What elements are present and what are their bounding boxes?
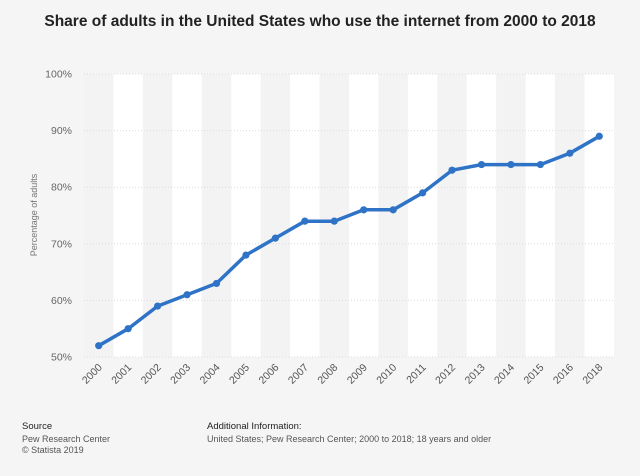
x-tick-label: 2009 bbox=[345, 362, 370, 387]
data-point bbox=[301, 217, 309, 225]
column-band bbox=[349, 74, 379, 357]
y-tick-label: 90% bbox=[51, 125, 72, 137]
x-tick-label: 2007 bbox=[286, 362, 311, 387]
column-band bbox=[437, 74, 467, 357]
column-band bbox=[407, 74, 438, 357]
data-point bbox=[448, 166, 456, 174]
column-band bbox=[113, 74, 143, 357]
x-tick-label: 2004 bbox=[198, 362, 223, 387]
x-tick-label: 2008 bbox=[315, 362, 340, 387]
data-point bbox=[566, 149, 574, 157]
column-band bbox=[496, 74, 526, 357]
x-tick-label: 2015 bbox=[522, 362, 547, 387]
source-heading: Source bbox=[22, 421, 53, 432]
y-tick-label: 50% bbox=[51, 352, 72, 364]
data-point bbox=[360, 206, 368, 214]
x-tick-label: 2018 bbox=[580, 362, 605, 387]
data-point bbox=[242, 251, 250, 259]
gridlines bbox=[84, 73, 614, 358]
x-tick-label: 2005 bbox=[227, 362, 252, 387]
column-band bbox=[84, 74, 114, 357]
column-bands bbox=[84, 74, 614, 357]
y-tick-label: 60% bbox=[51, 295, 72, 307]
column-band bbox=[378, 74, 408, 357]
y-tick-label: 80% bbox=[51, 182, 72, 194]
x-tick-label: 2003 bbox=[168, 362, 193, 387]
additional-info-block: Additional Information: United States; P… bbox=[207, 421, 491, 445]
data-point bbox=[477, 160, 486, 169]
column-band bbox=[201, 74, 232, 357]
x-tick-label: 2001 bbox=[109, 362, 134, 387]
info-text: United States; Pew Research Center; 2000… bbox=[207, 434, 492, 444]
copyright: © Statista 2019 bbox=[22, 445, 84, 455]
data-point bbox=[183, 291, 191, 299]
data-point bbox=[389, 206, 397, 214]
x-tick-label: 2011 bbox=[404, 362, 429, 387]
column-band bbox=[142, 74, 173, 357]
data-point bbox=[536, 160, 544, 169]
x-tick-label: 2006 bbox=[257, 362, 282, 387]
series-points bbox=[95, 132, 603, 350]
column-band bbox=[290, 74, 320, 357]
x-tick-label: 2010 bbox=[374, 362, 399, 387]
data-point bbox=[271, 234, 279, 242]
data-point bbox=[507, 160, 515, 169]
column-band bbox=[260, 74, 291, 357]
y-tick-label: 100% bbox=[45, 69, 72, 81]
column-band bbox=[555, 74, 585, 357]
data-point bbox=[419, 189, 427, 197]
x-tick-label: 2012 bbox=[433, 362, 458, 387]
column-band bbox=[172, 74, 202, 357]
x-tick-label: 2013 bbox=[463, 362, 488, 387]
info-heading: Additional Information: bbox=[207, 421, 302, 432]
column-band bbox=[231, 74, 261, 357]
y-axis-label: Percentage of adults bbox=[29, 173, 39, 256]
data-point bbox=[154, 302, 162, 310]
chart-title: Share of adults in the United States who… bbox=[44, 13, 596, 30]
y-axis-ticks: 50% 60% 70% 80% 90% 100% bbox=[45, 69, 72, 364]
x-tick-label: 2002 bbox=[139, 362, 164, 387]
series-line bbox=[97, 134, 601, 348]
data-point bbox=[330, 217, 338, 225]
column-band bbox=[525, 74, 556, 357]
x-tick-label: 2000 bbox=[80, 362, 105, 387]
column-band bbox=[319, 74, 349, 357]
x-tick-label: 2014 bbox=[492, 362, 517, 387]
source-block: Source Pew Research Center © Statista 20… bbox=[22, 421, 110, 456]
column-band bbox=[584, 74, 614, 357]
data-point bbox=[595, 132, 603, 140]
x-tick-label: 2016 bbox=[551, 362, 576, 387]
y-tick-label: 70% bbox=[51, 238, 72, 250]
data-point bbox=[95, 342, 103, 350]
source-name: Pew Research Center bbox=[22, 434, 111, 444]
x-axis-ticks: 2000 2001 2002 2003 2004 2005 2006 2007 2008 2009… bbox=[80, 362, 606, 387]
column-band bbox=[466, 74, 497, 357]
data-point bbox=[212, 279, 221, 288]
data-point bbox=[124, 325, 132, 333]
